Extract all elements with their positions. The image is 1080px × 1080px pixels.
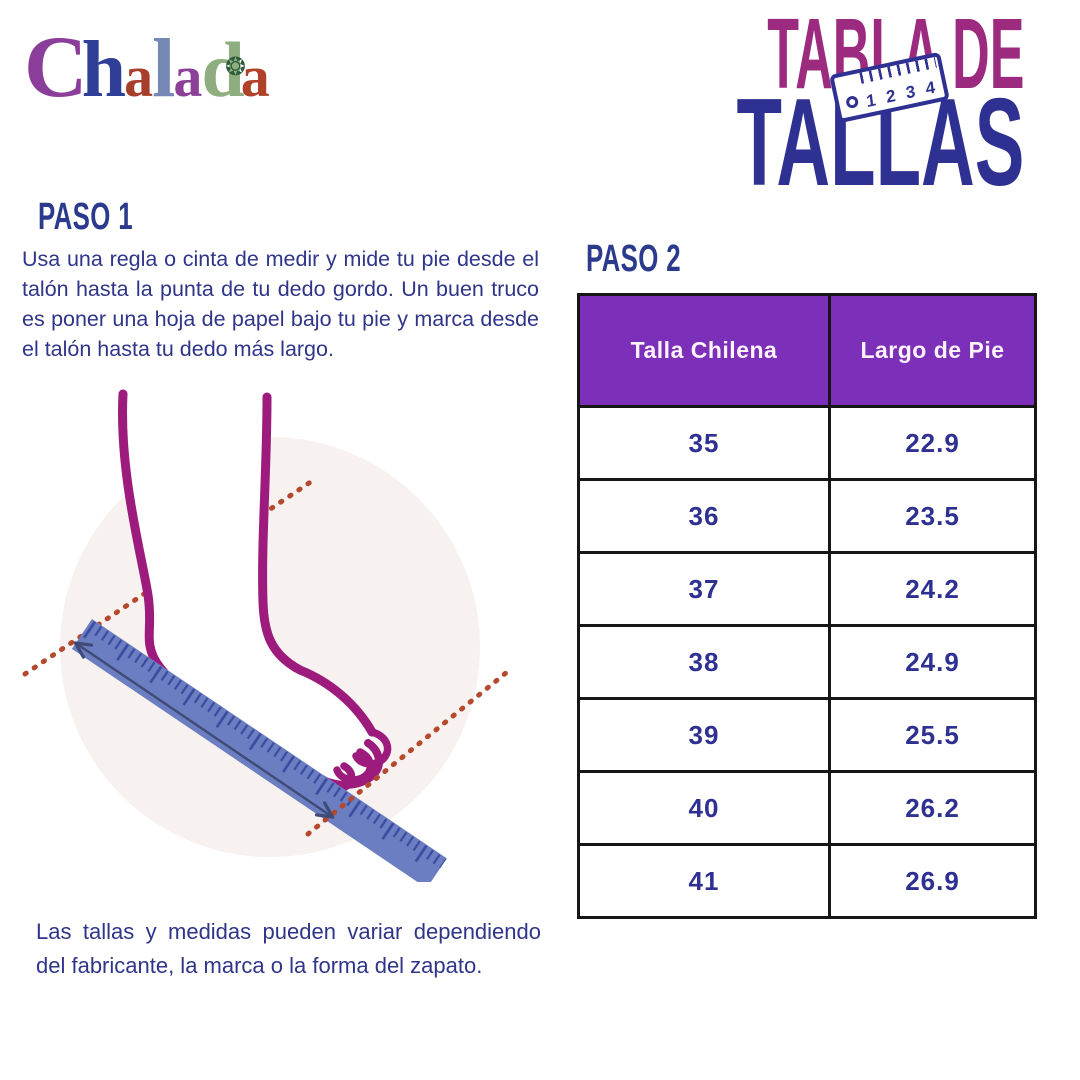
size-cell: 37 [577,551,831,627]
length-cell: 26.2 [828,770,1037,846]
disclaimer-note: Las tallas y medidas pueden variar depen… [36,919,541,978]
length-cell: 25.5 [828,697,1037,773]
length-cell: 22.9 [828,405,1037,481]
logo-letter: a [240,44,270,109]
step1-heading: PASO 1 [38,196,133,238]
brand-logo: Chalada ❂ [24,20,284,116]
step2-heading: PASO 2 [586,238,681,280]
size-cell: 41 [577,843,831,919]
size-table: Talla Chilena Largo de Pie 35 22.9 36 23… [577,293,1037,919]
length-cell: 24.9 [828,624,1037,700]
size-cell: 40 [577,770,831,846]
step1-instructions: Usa una regla o cinta de medir y mide tu… [22,247,539,361]
table-row: 36 23.5 [577,478,1037,554]
column-header-largo-de-pie: Largo de Pie [828,293,1037,408]
table-row: 39 25.5 [577,697,1037,773]
length-cell: 23.5 [828,478,1037,554]
logo-letter: h [81,26,127,114]
size-cell: 35 [577,405,831,481]
toe-guide-dashed-line [305,665,515,837]
table-row: 37 24.2 [577,551,1037,627]
length-cell: 26.9 [828,843,1037,919]
size-cell: 38 [577,624,831,700]
foot-measurement-illustration [22,389,515,882]
logo-letter: a [124,44,154,109]
length-cell: 24.2 [828,551,1037,627]
column-header-talla-chilena: Talla Chilena [577,293,831,408]
logo-letter: d [201,26,245,113]
logo-letter: a [173,44,203,109]
size-table-header-row: Talla Chilena Largo de Pie [577,293,1037,408]
ruler-zero-hole [845,94,860,110]
logo-letter: C [24,19,88,116]
page-title: TABLA DE TALLAS [530,4,1024,205]
table-row: 40 26.2 [577,770,1037,846]
flower-icon: ❂ [225,52,246,81]
table-row: 41 26.9 [577,843,1037,919]
logo-letter: l [152,22,176,115]
size-cell: 36 [577,478,831,554]
measurement-arrow [77,644,331,816]
table-row: 35 22.9 [577,405,1037,481]
table-row: 38 24.9 [577,624,1037,700]
size-cell: 39 [577,697,831,773]
